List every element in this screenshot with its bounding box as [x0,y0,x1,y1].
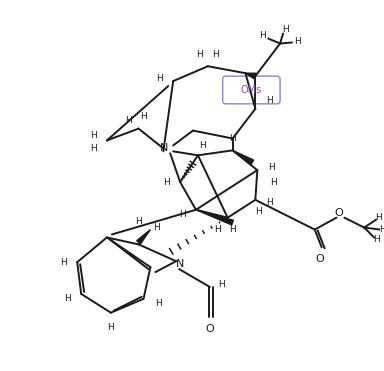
Text: H: H [135,217,142,226]
Polygon shape [245,73,256,79]
Text: O: O [205,324,214,334]
Text: H: H [229,225,236,234]
Text: O: O [315,254,324,264]
Text: H: H [255,207,262,216]
Text: H: H [229,134,236,143]
Text: N: N [176,259,184,269]
Text: H: H [108,323,114,332]
Text: H: H [156,73,163,83]
Text: H: H [218,280,225,289]
Text: OMs: OMs [241,85,262,95]
Text: O: O [334,208,343,218]
Text: H: H [214,225,221,234]
Text: H: H [197,50,203,59]
Text: H: H [89,131,96,140]
Text: H: H [268,163,275,172]
Text: H: H [373,235,379,244]
Text: H: H [379,225,384,234]
Text: N: N [160,143,169,153]
Text: H: H [266,198,273,207]
Text: H: H [155,299,162,308]
FancyBboxPatch shape [223,76,280,104]
Text: H: H [89,144,96,153]
Text: H: H [60,258,67,267]
Text: H: H [266,96,273,105]
Text: H: H [281,25,288,34]
Text: H: H [295,37,301,46]
Text: H: H [200,141,206,150]
Text: H: H [375,213,381,222]
Text: H: H [64,294,71,303]
Text: H: H [125,116,132,125]
Text: H: H [212,50,219,59]
Text: H: H [153,223,160,232]
Polygon shape [233,150,254,164]
Text: H: H [163,178,170,187]
Polygon shape [196,210,233,225]
Text: H: H [140,112,147,121]
Polygon shape [137,230,151,244]
Text: H: H [270,178,276,187]
Text: H: H [259,31,266,40]
Text: H: H [179,210,185,219]
